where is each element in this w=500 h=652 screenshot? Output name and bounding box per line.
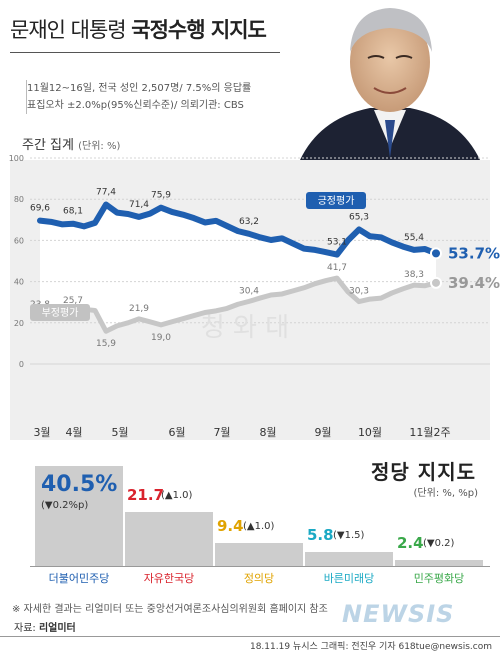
month-label: 7월 [213, 426, 230, 439]
data-label: 30,3 [349, 287, 369, 297]
data-label: 68,1 [63, 207, 83, 217]
data-label: 38,3 [404, 270, 424, 280]
president-portrait [300, 8, 480, 160]
survey-info: 11월12~16일, 전국 성인 2,507명/ 7.5%의 응답률 표집오차 … [26, 80, 251, 114]
data-label: 41,7 [327, 263, 347, 273]
month-label: 3월 [33, 426, 50, 439]
month-label: 11월2주 [409, 426, 450, 439]
title-divider [10, 52, 280, 53]
party-baseline [30, 566, 490, 567]
party-change: (▼0.2) [423, 538, 455, 549]
month-label: 8월 [259, 426, 276, 439]
approve-line [37, 201, 439, 258]
data-label: 25,7 [63, 296, 83, 306]
footnote: ※ 자세한 결과는 리얼미터 또는 중앙선거여론조사심의위원회 홈페이지 참조 [12, 604, 328, 615]
data-label: 71,4 [129, 200, 149, 210]
party-name: 민주평화당 [413, 572, 465, 585]
data-label: 63,2 [239, 217, 259, 227]
party-title: 정당 지지도 [371, 460, 476, 484]
data-label: 75,9 [151, 191, 171, 201]
month-label: 4월 [65, 426, 82, 439]
party-name: 정의당 [243, 572, 275, 585]
party-change: (▼0.2%p) [41, 500, 89, 511]
month-label: 5월 [111, 426, 128, 439]
month-label: 9월 [314, 426, 331, 439]
watermark: 청 와 대 [201, 313, 289, 343]
disapprove-tag-label: 부정평가 [42, 307, 79, 319]
approve-tag [306, 192, 366, 209]
party-value: 2.4 [397, 534, 424, 552]
approve-tag-label: 긍정평가 [318, 195, 355, 207]
disapprove-endpoint [430, 276, 442, 289]
approval-trend-chart: 0 20 40 60 80 100 청 와 대 3월 4월 5월 6월 7월 8월 9월 10월 11월2주 6… [9, 154, 500, 439]
party-value: 40.5% [41, 472, 118, 497]
party-change: (▲1.0) [243, 520, 275, 532]
party-value: 21.7 [127, 486, 165, 505]
disapprove-line [37, 275, 439, 334]
source: 자료: 리얼미터 [14, 623, 76, 634]
data-label: 21,9 [129, 304, 149, 314]
disapprove-final-value: 39.4% [448, 274, 500, 292]
survey-line-1: 11월12~16일, 전국 성인 2,507명/ 7.5%의 응답률 [27, 83, 252, 94]
data-label: 53,1 [327, 238, 347, 248]
disapprove-tag [30, 304, 90, 321]
data-label: 65,3 [349, 212, 369, 222]
party-value: 5.8 [307, 525, 334, 544]
month-label: 6월 [168, 426, 185, 439]
gap-band [40, 204, 436, 332]
approve-final-value: 53.7% [448, 244, 500, 262]
party-bar [125, 512, 213, 566]
y-tick-label: 20 [14, 319, 24, 328]
party-name: 더불어민주당 [48, 572, 110, 585]
party-name: 자유한국당 [143, 572, 195, 585]
y-tick-label: 100 [9, 154, 24, 163]
party-name: 바른미래당 [323, 572, 375, 585]
y-tick-label: 80 [14, 195, 24, 204]
data-label: 69,6 [30, 204, 50, 214]
credit-line: 18.11.19 뉴시스 그래픽: 전진우 기자 618tue@newsis.c… [249, 642, 492, 652]
party-bar [35, 466, 123, 566]
month-label: 10월 [358, 426, 382, 439]
party-change: (▲1.0) [161, 490, 193, 502]
party-change: (▼1.5) [333, 529, 365, 541]
y-tick-label: 60 [14, 236, 24, 245]
y-tick-label: 40 [14, 278, 24, 287]
data-label: 30,4 [239, 286, 259, 296]
survey-line-2: 표집오차 ±2.0%p(95%신뢰수준)/ 의뢰기관: CBS [27, 100, 244, 111]
data-label: 77,4 [96, 188, 116, 198]
bottom-divider [0, 636, 500, 637]
data-label: 55,4 [404, 233, 424, 243]
trend-label: 주간 집계 (단위: %) [22, 138, 121, 153]
data-label: 19,0 [151, 333, 171, 343]
party-unit: (단위: %, %p) [413, 488, 478, 499]
approve-endpoint [430, 247, 442, 260]
y-tick-label: 0 [19, 360, 24, 369]
data-label: 15,9 [96, 339, 116, 349]
party-bar [305, 551, 393, 566]
party-value: 9.4 [217, 516, 244, 535]
party-bar [395, 560, 483, 566]
newsis-logo: NEWSIS [342, 600, 455, 628]
page-title: 문재인 대통령 국정수행 지지도 [10, 18, 267, 42]
party-bar [215, 542, 303, 566]
